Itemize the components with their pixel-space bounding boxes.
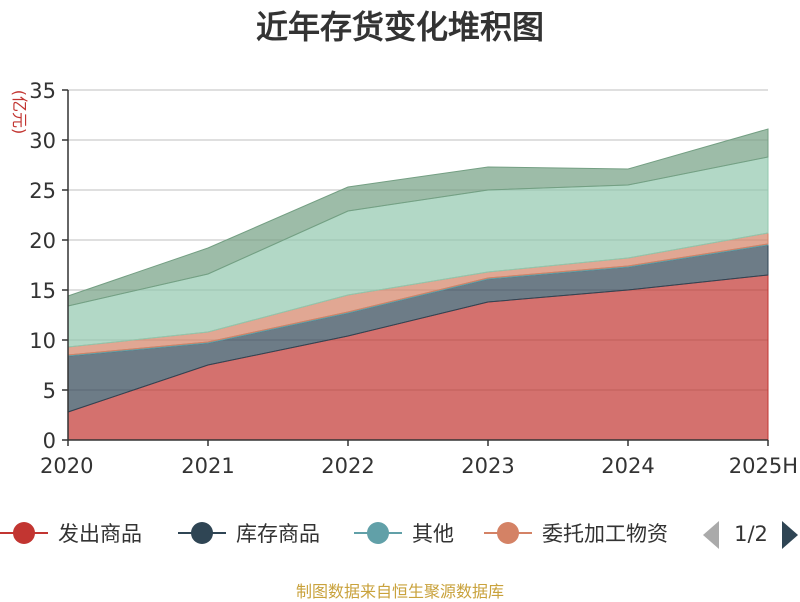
legend-item[interactable]: 发出商品 [0, 522, 142, 546]
y-tick-label: 35 [29, 79, 56, 103]
x-tick-label: 2023 [461, 454, 514, 478]
legend-prev-icon[interactable] [703, 521, 719, 549]
data-source-footer: 制图数据来自恒生聚源数据库 [295, 582, 504, 601]
legend-label: 发出商品 [58, 522, 142, 546]
y-tick-label: 5 [43, 379, 56, 403]
axis-layer: 0 5 10 15 20 25 30 35 2020 2021 2022 2023 2024 2025H (… [10, 79, 798, 478]
legend-next-icon[interactable] [782, 521, 798, 549]
legend-layer: 发出商品 库存商品 其他 委托加工物资 1/2 [0, 521, 798, 549]
y-tick-label: 10 [29, 329, 56, 353]
y-tick-label: 0 [43, 429, 56, 453]
chart-title: 近年存货变化堆积图 [255, 8, 544, 46]
area-series [67, 128, 769, 307]
x-tick-label: 2020 [40, 454, 93, 478]
x-tick-label: 2025H [729, 454, 798, 478]
legend-item[interactable]: 其他 [354, 522, 454, 546]
x-tick-label: 2021 [181, 454, 234, 478]
legend-item[interactable]: 库存商品 [178, 522, 320, 546]
y-tick-label: 30 [29, 129, 56, 153]
area-layer [67, 128, 769, 441]
legend-page-indicator: 1/2 [734, 522, 768, 546]
legend-label: 库存商品 [236, 522, 320, 546]
legend-label: 委托加工物资 [542, 522, 668, 546]
x-tick-label: 2024 [601, 454, 654, 478]
legend-label: 其他 [412, 522, 454, 546]
y-tick-label: 15 [29, 279, 56, 303]
legend-item[interactable]: 委托加工物资 [484, 522, 668, 546]
y-unit-label: (亿元) [10, 90, 29, 135]
y-tick-label: 20 [29, 229, 56, 253]
y-tick-label: 25 [29, 179, 56, 203]
x-tick-label: 2022 [321, 454, 374, 478]
